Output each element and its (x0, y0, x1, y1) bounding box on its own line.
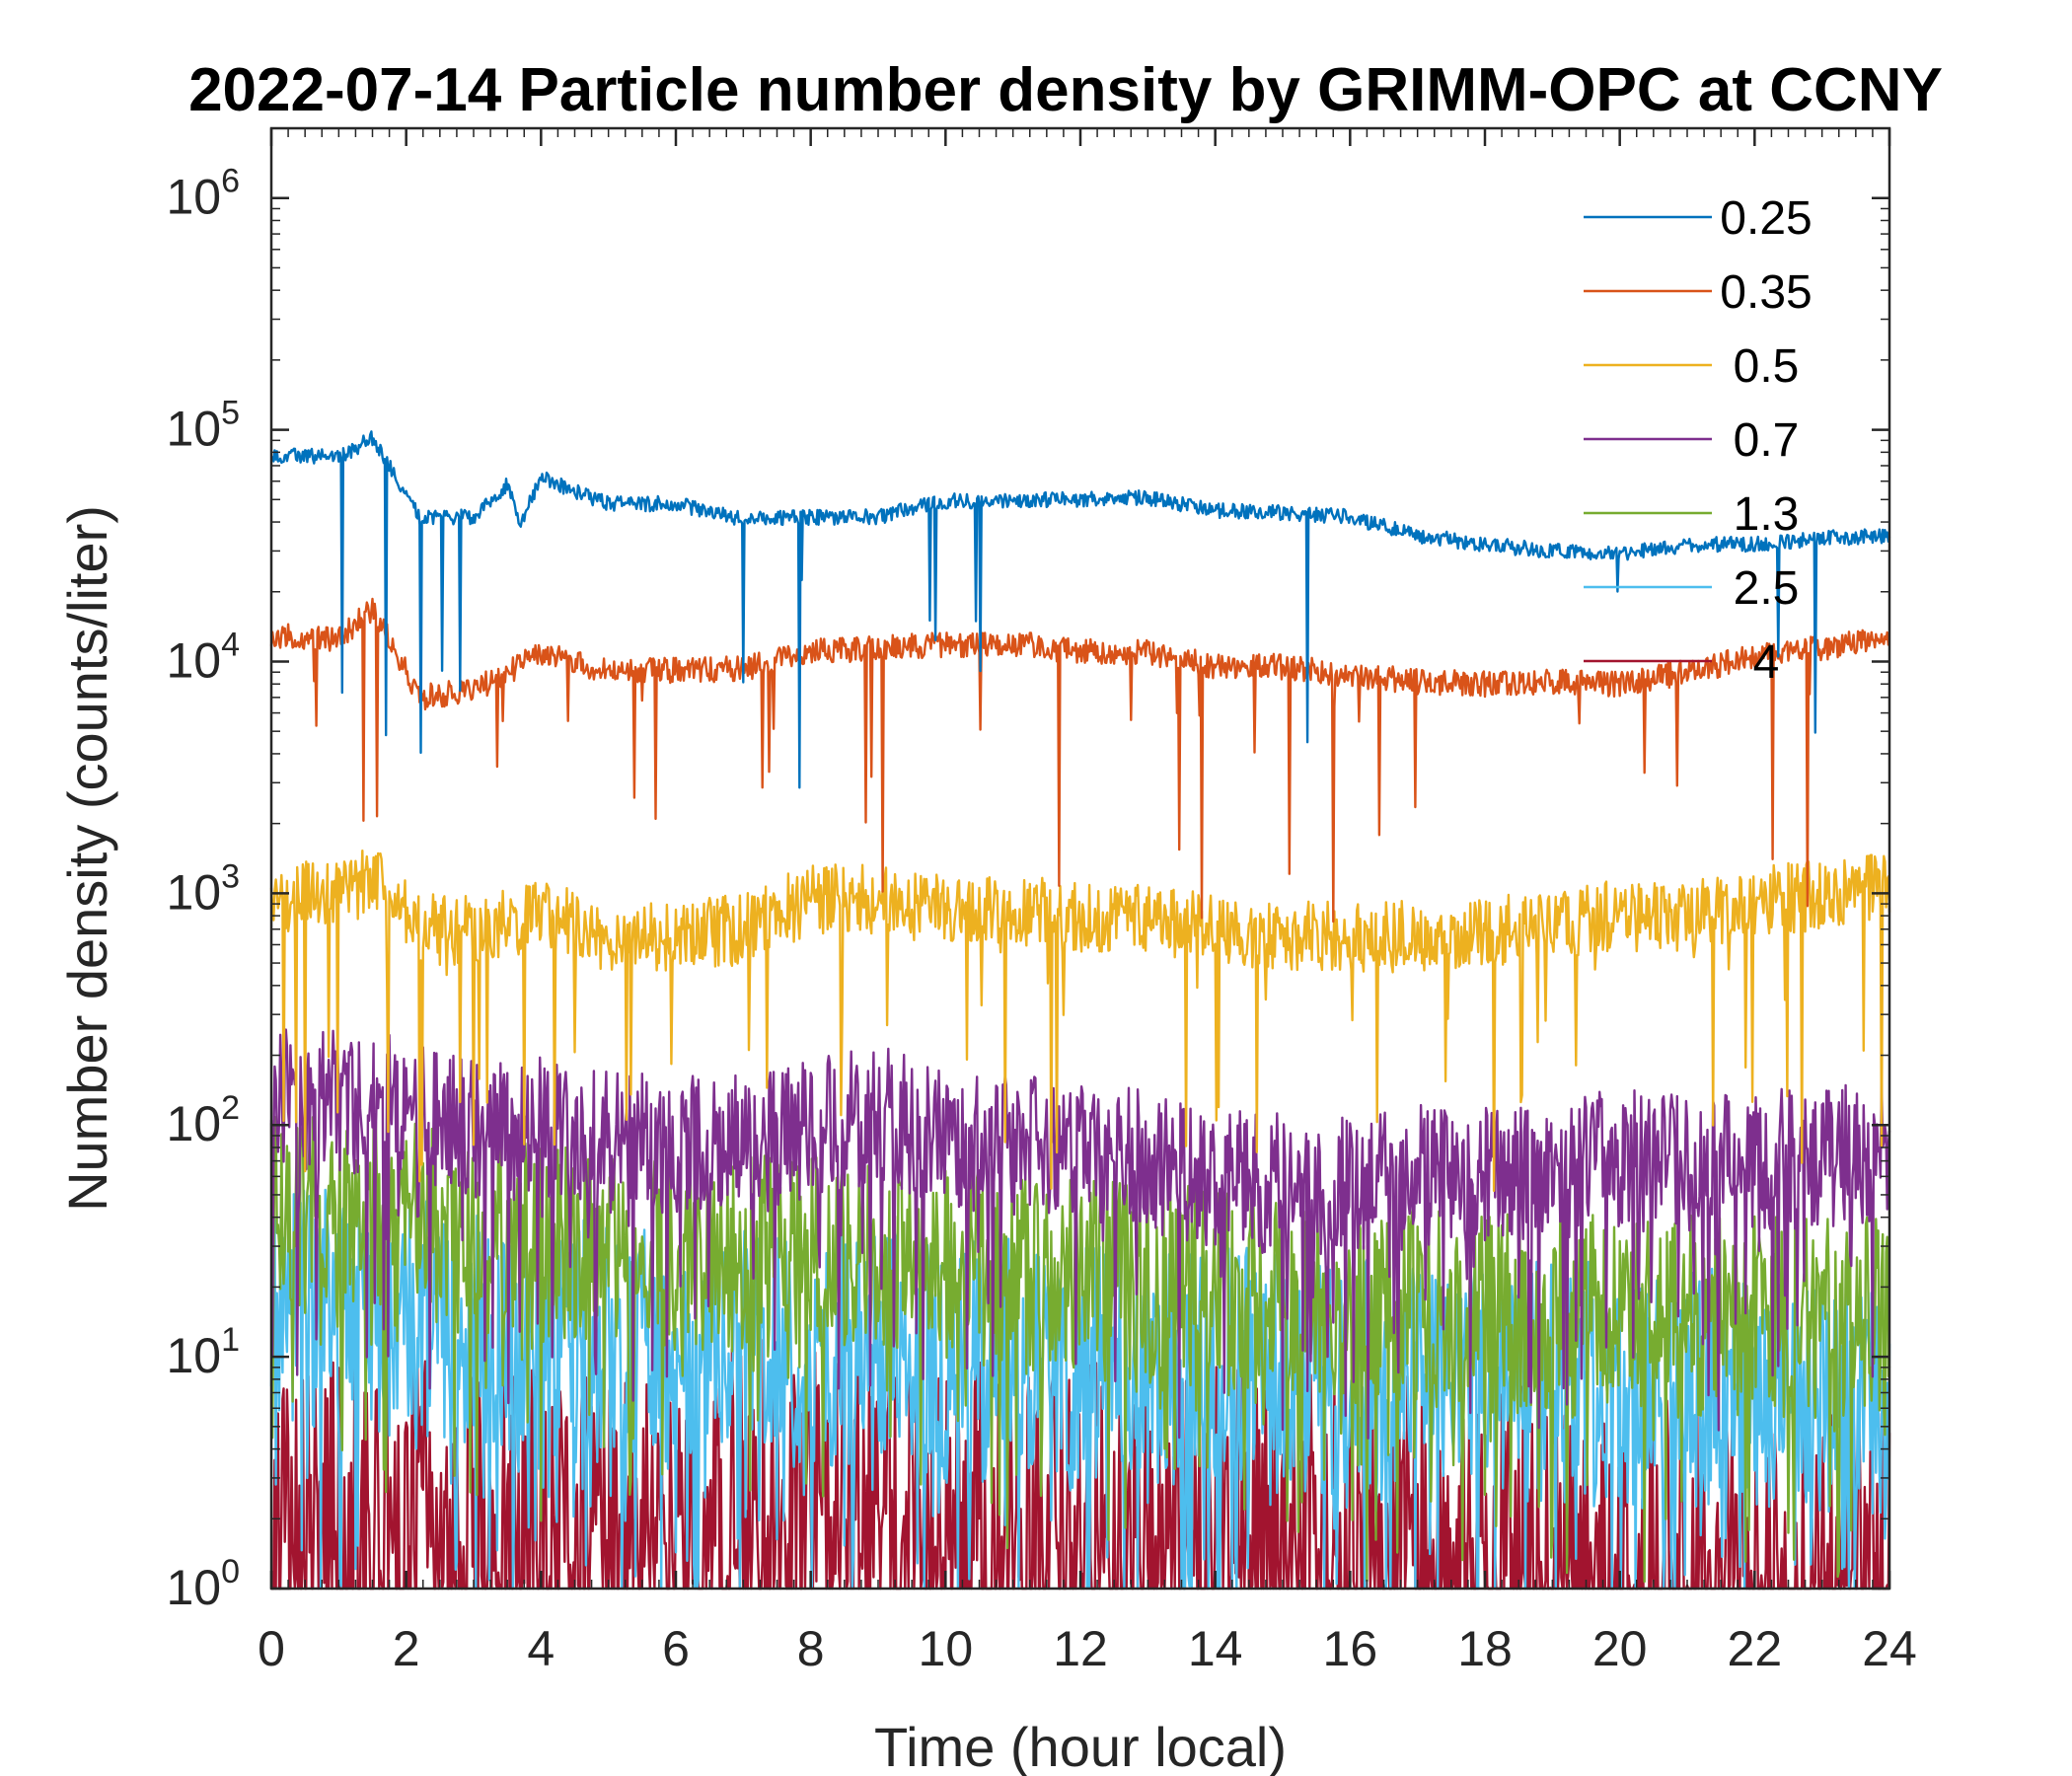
series-line-0.35 (269, 597, 1890, 924)
legend: 0.25 0.35 0.5 0.7 1.3 2.5 4 (1584, 192, 1813, 689)
x-tick-label: 22 (1728, 1621, 1783, 1676)
legend-label-2.5: 2.5 (1734, 562, 1800, 615)
y-tick-labels: 100 101 102 103 104 105 106 (166, 163, 240, 1615)
axes-group (269, 126, 1891, 1591)
x-tick-label: 16 (1323, 1621, 1378, 1676)
x-tick-label: 24 (1862, 1621, 1917, 1676)
legend-label-1.3: 1.3 (1734, 488, 1800, 541)
series-line-0.7 (269, 1028, 1891, 1441)
y-tick-label: 101 (166, 1321, 240, 1383)
x-tick-label: 12 (1053, 1621, 1108, 1676)
x-tick-label: 2 (393, 1621, 420, 1676)
y-tick-label: 103 (166, 857, 240, 920)
legend-label-0.25: 0.25 (1720, 192, 1812, 245)
y-tick-label: 104 (166, 626, 240, 688)
legend-label-0.5: 0.5 (1734, 340, 1800, 393)
series-line-1.3 (269, 1115, 1891, 1584)
y-tick-label: 106 (166, 163, 240, 225)
y-tick-label: 100 (166, 1553, 240, 1615)
x-tick-label: 14 (1188, 1621, 1243, 1676)
y-axis-label: Number density (counts/liter) (56, 505, 118, 1212)
x-axis-label: Time (hour local) (874, 1716, 1287, 1776)
chart-title: 2022-07-14 Particle number density by GR… (188, 56, 1943, 124)
y-tick-label: 105 (166, 395, 240, 457)
series-group (269, 430, 1891, 1591)
series-line-0.25 (270, 430, 1891, 789)
x-tick-label: 4 (527, 1621, 555, 1676)
x-tick-label: 18 (1457, 1621, 1513, 1676)
x-tick-label: 6 (662, 1621, 690, 1676)
legend-label-4: 4 (1753, 636, 1780, 689)
x-tick-label: 0 (258, 1621, 285, 1676)
x-tick-labels: 0 2 4 6 8 10 12 14 16 18 20 22 24 (258, 1621, 1917, 1676)
x-tick-label: 10 (919, 1621, 974, 1676)
y-tick-label: 102 (166, 1089, 240, 1151)
legend-label-0.35: 0.35 (1720, 266, 1812, 319)
x-tick-label: 20 (1592, 1621, 1648, 1676)
x-tick-label: 8 (797, 1621, 825, 1676)
legend-label-0.7: 0.7 (1734, 414, 1800, 467)
series-line-0.5 (269, 850, 1891, 1193)
